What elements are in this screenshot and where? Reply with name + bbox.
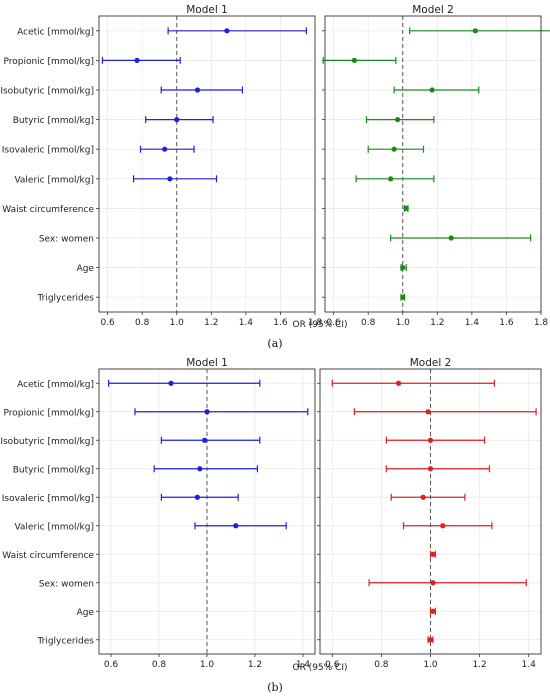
category-label: Propionic [mmol/kg] xyxy=(3,57,94,67)
point-estimate xyxy=(429,87,435,93)
point-estimate xyxy=(472,28,478,34)
x-tick-label: 1.6 xyxy=(499,318,514,328)
point-estimate xyxy=(420,494,426,500)
point-estimate xyxy=(391,146,397,152)
point-estimate xyxy=(400,294,406,300)
point-estimate xyxy=(425,409,431,415)
point-estimate xyxy=(168,380,174,386)
x-axis-label: OR (95% CI) xyxy=(292,663,347,673)
category-label: Valeric [mmol/kg] xyxy=(14,522,94,532)
point-estimate xyxy=(430,608,436,614)
point-estimate xyxy=(427,466,434,472)
subplot-model-2: Model 2 0.6 0.8 1.0 1.2 1.4 1.6 1.8 xyxy=(322,4,550,328)
point-estimate xyxy=(430,580,436,586)
axes-frame xyxy=(98,368,316,655)
subplot-title: Model 2 xyxy=(410,357,452,369)
x-tick-label: 1.4 xyxy=(296,660,311,670)
subplot-title: Model 1 xyxy=(186,357,228,369)
category-label: Isobutyric [mmol/kg] xyxy=(0,437,94,447)
x-tick-label: 1.6 xyxy=(273,318,288,328)
category-label: Age xyxy=(77,264,95,274)
subplot-model-1: Model 1 0.6 0.8 1.0 1.2 1.4 1.6 1.8 xyxy=(96,4,322,328)
category-label: Waist circumference xyxy=(2,205,94,215)
x-tick-label: 1.0 xyxy=(423,660,438,670)
category-label: Butyric [mmol/kg] xyxy=(13,116,94,126)
x-tick-label: 1.2 xyxy=(430,318,444,328)
point-estimate xyxy=(224,28,230,34)
point-estimate xyxy=(204,409,210,415)
point-estimate xyxy=(167,176,173,182)
panel-b: Acetic [mmol/kg] Propionic [mmol/kg] Isobu… xyxy=(0,357,542,694)
x-tick-label: 1.2 xyxy=(472,660,486,670)
category-label: Triglycerides xyxy=(36,636,94,646)
x-tick-label: 0.8 xyxy=(374,660,389,670)
point-estimate xyxy=(388,176,394,182)
x-tick-label: 0.8 xyxy=(152,660,167,670)
point-estimate xyxy=(400,265,406,271)
axes-frame xyxy=(319,368,542,655)
category-label: Triglycerides xyxy=(36,294,94,304)
x-tick-label: 0.6 xyxy=(100,318,115,328)
category-label: Acetic [mmol/kg] xyxy=(17,27,94,37)
x-tick-label: 0.8 xyxy=(361,318,376,328)
x-tick-label: 1.8 xyxy=(308,318,323,328)
point-estimate xyxy=(194,494,200,500)
panel-caption: (a) xyxy=(267,337,282,350)
panel-a: Acetic [mmol/kg] Propionic [mmol/kg] Isobu… xyxy=(0,4,550,350)
point-estimate xyxy=(162,146,168,152)
category-label: Sex: women xyxy=(39,235,94,245)
subplot-title: Model 1 xyxy=(186,4,228,16)
category-label: Isovaleric [mmol/kg] xyxy=(2,494,94,504)
x-tick-label: 0.6 xyxy=(325,660,340,670)
x-tick-label: 1.0 xyxy=(396,318,411,328)
category-label: Age xyxy=(77,608,95,618)
point-estimate xyxy=(134,57,140,64)
x-tick-label: 0.8 xyxy=(135,318,150,328)
point-estimate xyxy=(233,523,239,529)
x-tick-label: 0.6 xyxy=(104,660,119,670)
category-label: Waist circumference xyxy=(2,551,94,561)
x-tick-label: 1.0 xyxy=(170,318,185,328)
point-estimate xyxy=(440,523,446,529)
category-label: Acetic [mmol/kg] xyxy=(17,380,94,390)
subplot-model-2: Model 2 0.6 0.8 1.0 1.2 1.4 xyxy=(317,357,542,670)
category-label: Isobutyric [mmol/kg] xyxy=(0,87,94,97)
x-tick-label: 0.6 xyxy=(326,318,341,328)
axes-frame xyxy=(324,15,542,313)
category-label: Propionic [mmol/kg] xyxy=(3,408,94,418)
x-tick-label: 1.4 xyxy=(522,660,537,670)
point-estimate xyxy=(197,466,203,472)
point-estimate xyxy=(351,57,357,64)
subplot-title: Model 2 xyxy=(412,4,454,16)
point-estimate xyxy=(403,205,409,211)
point-estimate xyxy=(394,117,401,123)
point-estimate xyxy=(202,437,208,443)
panel-caption: (b) xyxy=(267,681,283,694)
category-label: Isovaleric [mmol/kg] xyxy=(2,146,94,156)
category-label: Valeric [mmol/kg] xyxy=(14,175,94,185)
subplot-model-1: Model 1 0.6 0.8 1.0 1.2 1.4 xyxy=(96,357,316,670)
axes-frame xyxy=(98,15,316,313)
point-estimate xyxy=(395,380,402,386)
point-estimate xyxy=(430,551,436,557)
point-estimate xyxy=(427,637,434,643)
point-estimate xyxy=(427,437,434,443)
x-tick-label: 1.4 xyxy=(465,318,480,328)
category-label: Sex: women xyxy=(39,579,94,589)
x-tick-label: 1.0 xyxy=(200,660,215,670)
x-tick-label: 1.2 xyxy=(248,660,262,670)
category-label: Butyric [mmol/kg] xyxy=(13,465,94,475)
point-estimate xyxy=(174,117,180,123)
point-estimate xyxy=(194,87,201,93)
x-tick-label: 1.8 xyxy=(534,318,549,328)
point-estimate xyxy=(448,235,454,241)
x-tick-label: 1.4 xyxy=(239,318,254,328)
x-tick-label: 1.2 xyxy=(204,318,218,328)
x-axis-label: OR (95% CI) xyxy=(292,320,347,330)
